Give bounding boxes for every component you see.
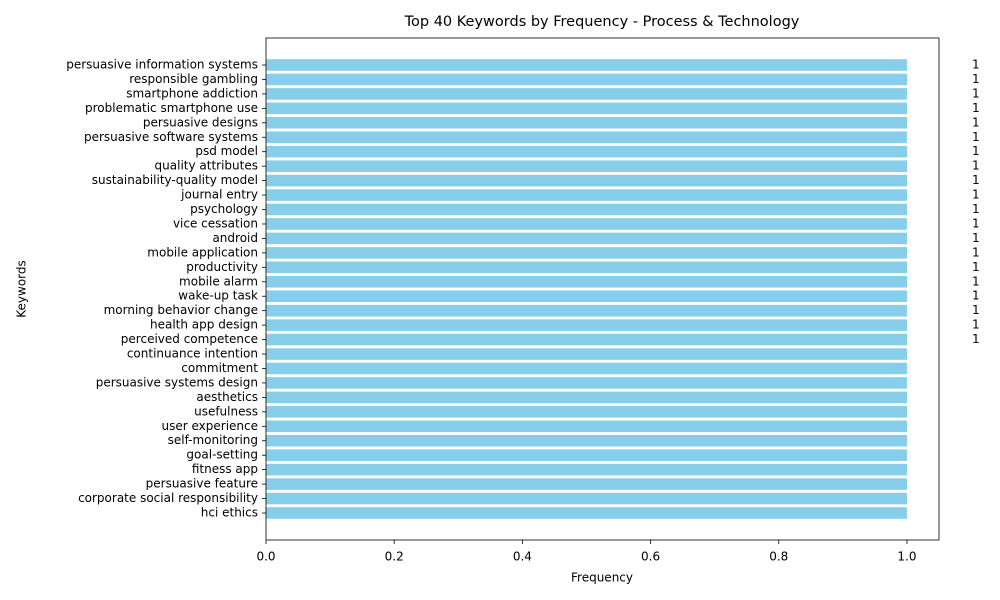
bar [266,261,907,274]
y-tick-label: health app design [150,318,258,332]
bar [266,319,907,331]
data-label: 1 [972,115,980,129]
bar [266,145,907,158]
bar [266,434,907,447]
bar [266,88,907,100]
x-tick-label: 0.2 [385,550,404,564]
bar [266,406,907,418]
y-tick-label: wake-up task [178,289,258,303]
y-tick-label: persuasive software systems [84,130,258,144]
y-tick-label: smartphone addiction [126,86,258,100]
bar [266,290,907,303]
data-label: 1 [972,289,980,303]
bar [266,507,907,519]
bar [266,73,907,86]
bar [266,348,907,360]
bar [266,275,907,288]
y-tick-label: morning behavior change [104,303,258,317]
y-tick-label: vice cessation [173,216,258,230]
data-label: 1 [972,318,980,332]
y-tick-label: problematic smartphone use [85,101,258,115]
y-axis-label: Keywords [15,260,29,318]
y-tick-label: quality attributes [155,159,258,173]
y-tick-label: goal-setting [186,448,258,462]
bar [266,59,907,71]
y-tick-label: fitness app [192,462,258,476]
y-tick-label: productivity [186,260,258,274]
bar [266,420,907,433]
y-tick-label: android [212,231,258,245]
data-label: 1 [972,101,980,115]
bar [266,478,907,490]
data-label: 1 [972,303,980,317]
x-axis-label: Frequency [571,571,633,585]
y-tick-label: persuasive feature [146,477,258,491]
x-tick-label: 0.8 [769,550,788,564]
bar [266,247,907,259]
y-tick-label: perceived competence [121,332,258,346]
y-tick-label: user experience [162,419,259,433]
y-tick-label: persuasive systems design [96,375,258,389]
y-tick-label: sustainability-quality model [92,173,258,187]
plot-area [266,59,907,519]
data-label: 1 [972,86,980,100]
bar [266,463,907,476]
bar [266,117,907,129]
x-tick-label: 0.4 [513,550,532,564]
bar [266,232,907,245]
y-tick-label: continuance intention [127,347,258,361]
bar [266,377,907,389]
data-label: 1 [972,58,980,72]
x-tick-label: 0.6 [641,550,660,564]
bar [266,203,907,216]
data-label: 1 [972,332,980,346]
y-tick-label: mobile alarm [179,274,258,288]
bar [266,449,907,461]
data-label: 1 [972,216,980,230]
bar [266,160,907,172]
bar [266,492,907,505]
axes-frame [265,37,940,541]
y-tick-label: commitment [181,361,258,375]
y-tick-label: persuasive designs [143,115,258,129]
data-label: 1 [972,159,980,173]
bar [266,362,907,375]
data-label: 1 [972,231,980,245]
y-tick-label: responsible gambling [129,72,258,86]
y-tick-label: self-monitoring [168,433,258,447]
bar [266,391,907,404]
data-label: 1 [972,202,980,216]
data-label: 1 [972,173,980,187]
y-tick-label: corporate social responsibility [78,491,258,505]
data-label: 1 [972,188,980,202]
y-tick-label: persuasive information systems [66,58,258,72]
bar [266,131,907,144]
bar [266,304,907,317]
bar [266,102,907,115]
chart-title: Top 40 Keywords by Frequency - Process &… [404,14,800,30]
bar [266,218,907,230]
y-tick-label: aesthetics [196,390,258,404]
y-tick-label: hci ethics [201,506,258,520]
data-label: 1 [972,274,980,288]
y-tick-label: mobile application [147,245,258,259]
bar [266,174,907,187]
data-label: 1 [972,72,980,86]
y-tick-label: journal entry [180,188,258,202]
y-tick-label: psychology [190,202,258,216]
x-tick-label: 1.0 [897,550,916,564]
y-tick-label: usefulness [194,404,258,418]
bar [266,189,907,201]
data-label: 1 [972,260,980,274]
data-label: 1 [972,245,980,259]
x-tick-label: 0.0 [256,550,275,564]
data-label: 1 [972,144,980,158]
data-label: 1 [972,130,980,144]
bar [266,333,907,346]
y-tick-label: psd model [195,144,258,158]
